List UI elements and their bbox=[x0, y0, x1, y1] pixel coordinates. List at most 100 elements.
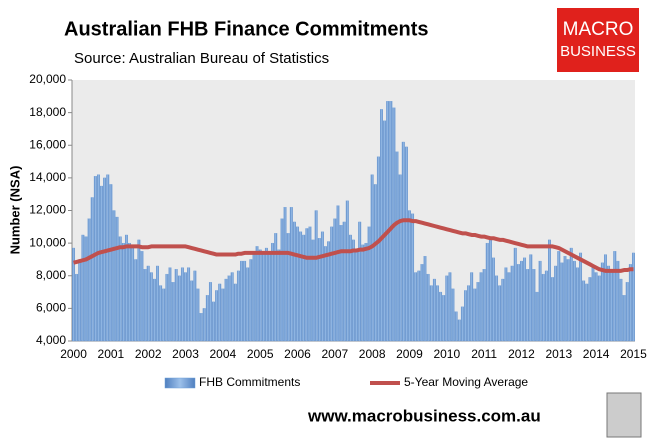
bar bbox=[215, 290, 219, 342]
bar bbox=[274, 233, 278, 342]
bar bbox=[227, 275, 231, 342]
bar bbox=[208, 282, 212, 342]
bar bbox=[218, 283, 222, 342]
bar bbox=[554, 265, 558, 342]
bar bbox=[432, 278, 436, 342]
bar bbox=[134, 259, 138, 342]
line bbox=[73, 218, 634, 273]
bar bbox=[292, 221, 296, 342]
logo-box bbox=[557, 8, 639, 72]
bar bbox=[258, 249, 262, 342]
bar bbox=[504, 267, 508, 342]
bar bbox=[103, 177, 107, 342]
bar bbox=[149, 272, 153, 342]
bar bbox=[610, 270, 614, 342]
x-tick-label: 2011 bbox=[471, 347, 497, 361]
bar bbox=[544, 270, 548, 342]
bar bbox=[193, 270, 197, 342]
footer: www.macrobusiness.com.au bbox=[307, 406, 541, 425]
bar bbox=[411, 213, 415, 342]
bar bbox=[616, 260, 620, 342]
bar bbox=[529, 254, 533, 342]
bar bbox=[572, 260, 576, 342]
y-tick-label: 14,000 bbox=[29, 170, 66, 184]
chart-subtitle: Source: Australian Bureau of Statistics bbox=[74, 50, 329, 67]
bar bbox=[457, 319, 461, 342]
y-tick-label: 16,000 bbox=[29, 137, 66, 151]
bar bbox=[367, 226, 371, 342]
x-tick-label: 2013 bbox=[545, 347, 572, 361]
bar bbox=[152, 278, 156, 342]
bar bbox=[535, 291, 539, 342]
y-tick-label: 10,000 bbox=[29, 235, 66, 249]
logo-text: BUSINESS bbox=[560, 43, 636, 60]
x-tick-label: 2008 bbox=[359, 347, 386, 361]
bar bbox=[140, 251, 144, 342]
y-tick-label: 20,000 bbox=[29, 72, 66, 86]
y-tick-label: 4,000 bbox=[36, 333, 66, 347]
bar bbox=[302, 234, 306, 342]
bar bbox=[233, 283, 237, 342]
bar bbox=[324, 246, 327, 342]
bar bbox=[423, 256, 427, 342]
bar bbox=[336, 205, 340, 342]
bar bbox=[414, 272, 418, 342]
bar bbox=[311, 239, 315, 342]
bar bbox=[187, 267, 191, 342]
bar bbox=[464, 290, 467, 342]
logo-image bbox=[606, 392, 642, 438]
bar bbox=[473, 288, 477, 342]
bar bbox=[404, 146, 408, 342]
x-tick-label: 2003 bbox=[172, 347, 199, 361]
bar bbox=[277, 249, 281, 342]
bar bbox=[454, 311, 458, 342]
bar bbox=[162, 288, 166, 342]
y-axis-label: Number (NSA) bbox=[7, 166, 22, 255]
bar bbox=[317, 238, 321, 342]
bar bbox=[370, 174, 374, 342]
y-tick-label: 18,000 bbox=[29, 105, 66, 119]
bar bbox=[264, 247, 268, 342]
bar bbox=[479, 272, 483, 342]
bar bbox=[548, 239, 551, 342]
x-tick-label: 2006 bbox=[284, 347, 311, 361]
bar bbox=[72, 247, 76, 342]
bar bbox=[249, 259, 253, 342]
bar bbox=[467, 285, 471, 342]
bar bbox=[320, 231, 324, 342]
x-tick-label: 2009 bbox=[396, 347, 423, 361]
bar bbox=[607, 265, 611, 342]
bar bbox=[485, 242, 489, 342]
bar bbox=[482, 269, 486, 342]
bar bbox=[594, 272, 598, 342]
bar bbox=[96, 174, 100, 342]
bar bbox=[261, 251, 265, 342]
bar bbox=[174, 269, 178, 342]
bar bbox=[352, 239, 355, 342]
bar bbox=[460, 306, 464, 342]
bar bbox=[342, 221, 346, 342]
bar bbox=[199, 313, 203, 342]
bar bbox=[541, 273, 545, 342]
bar bbox=[128, 242, 132, 342]
bar bbox=[299, 231, 303, 342]
bar bbox=[327, 241, 331, 342]
bar bbox=[600, 262, 604, 342]
bar bbox=[252, 252, 256, 342]
bar bbox=[289, 207, 293, 342]
bar bbox=[582, 280, 586, 342]
bar bbox=[180, 267, 184, 342]
bar bbox=[283, 207, 287, 342]
bar bbox=[401, 141, 405, 342]
bar bbox=[579, 252, 583, 342]
bar bbox=[492, 257, 495, 342]
bar bbox=[520, 260, 523, 342]
bar bbox=[439, 291, 443, 342]
bar bbox=[230, 272, 234, 342]
x-tick-label: 2002 bbox=[135, 347, 162, 361]
chart-title: Australian FHB Finance Commitments bbox=[64, 18, 429, 40]
bar bbox=[143, 269, 147, 342]
bar bbox=[121, 242, 125, 342]
bar bbox=[314, 210, 318, 342]
bar bbox=[628, 264, 632, 342]
